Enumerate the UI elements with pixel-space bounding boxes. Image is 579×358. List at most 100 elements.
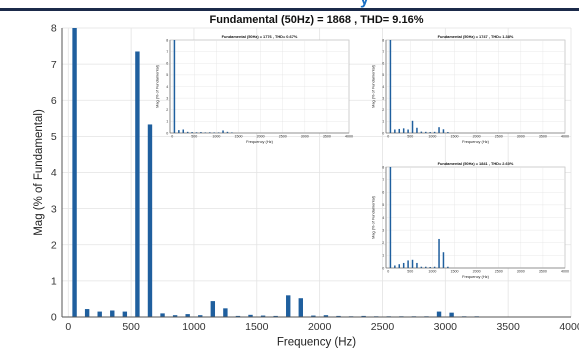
bar-1050hz xyxy=(433,131,436,133)
chart-title: Fundamental (50Hz) = 1747 , THD= 1.38% xyxy=(438,34,514,39)
x-tick-label: 0 xyxy=(387,135,389,139)
y-tick-label: 4 xyxy=(382,85,384,89)
x-tick-label: 500 xyxy=(122,321,140,333)
bar-1250hz xyxy=(226,131,229,133)
y-tick-label: 0 xyxy=(51,312,57,324)
y-tick-labels: 0 1 2 3 4 5 6 7 8 xyxy=(382,38,384,135)
x-tick-label: 1000 xyxy=(428,270,436,274)
bar-350hz xyxy=(402,262,405,268)
bar-1050hz xyxy=(217,132,220,133)
bar-550hz xyxy=(135,51,140,317)
top-banner: y xyxy=(0,0,579,11)
bar-3050hz xyxy=(449,312,454,317)
x-tick-label: 3000 xyxy=(301,135,309,139)
bar-50hz xyxy=(173,40,176,133)
y-tick-label: 6 xyxy=(166,62,168,66)
bar-1550hz xyxy=(260,315,266,317)
x-tick-label: 1500 xyxy=(451,270,459,274)
x-tick-label: 0 xyxy=(171,135,173,139)
bar-50hz xyxy=(389,167,392,268)
bar-650hz xyxy=(416,127,418,133)
y-tick-label: 5 xyxy=(51,131,57,143)
x-tick-labels: 0 500 1000 1500 2000 2500 3000 3500 4000 xyxy=(65,321,579,333)
x-tick-label: 4000 xyxy=(561,135,569,139)
bars xyxy=(173,40,233,133)
bar-250hz xyxy=(182,129,185,133)
bar-1250hz xyxy=(223,308,228,317)
x-tick-label: 2000 xyxy=(308,321,332,333)
x-tick-label: 4000 xyxy=(345,135,353,139)
bars xyxy=(389,167,449,268)
y-tick-label: 2 xyxy=(51,239,57,251)
x-tick-labels: 0 500 1000 1500 2000 2500 3000 3500 4000 xyxy=(387,135,569,139)
y-tick-label: 7 xyxy=(166,50,168,54)
bar-150hz xyxy=(178,130,180,133)
x-tick-label: 3000 xyxy=(434,321,458,333)
bar-2350hz xyxy=(361,315,366,317)
bar-2150hz xyxy=(336,315,341,317)
x-tick-label: 3500 xyxy=(496,321,520,333)
bar-250hz xyxy=(97,311,102,317)
bar-1750hz xyxy=(286,295,291,317)
y-axis-label: Mag (% of Fundamental) xyxy=(370,64,375,108)
x-tick-label: 2500 xyxy=(495,135,503,139)
x-tick-label: 2000 xyxy=(257,135,265,139)
bar-650hz xyxy=(147,124,153,317)
y-tick-label: 8 xyxy=(166,38,168,42)
bar-550hz xyxy=(195,132,198,133)
y-tick-label: 7 xyxy=(382,50,384,54)
bar-750hz xyxy=(160,313,165,317)
bar-750hz xyxy=(204,132,207,133)
bar-1150hz xyxy=(438,127,440,133)
y-axis-label: Mag (% of Fundamental) xyxy=(370,195,375,239)
y-tick-label: 0 xyxy=(382,266,384,270)
bar-150hz xyxy=(394,129,396,133)
cropped-header-text: y xyxy=(360,0,369,9)
y-tick-label: 6 xyxy=(382,62,384,66)
bar-550hz xyxy=(411,120,414,133)
bar-1050hz xyxy=(198,315,203,317)
y-tick-label: 4 xyxy=(51,167,57,179)
bar-2950hz xyxy=(436,311,442,317)
bar-1150hz xyxy=(222,130,224,133)
y-tick-labels: 0 1 2 3 4 5 6 7 8 xyxy=(51,23,57,324)
bar-1250hz xyxy=(442,129,445,133)
bars xyxy=(72,28,479,317)
bar-1450hz xyxy=(248,314,253,317)
bar-350hz xyxy=(402,128,405,133)
bar-650hz xyxy=(200,132,202,133)
bar-250hz xyxy=(398,264,401,268)
x-tick-label: 1000 xyxy=(182,321,206,333)
y-tick-label: 1 xyxy=(51,276,57,288)
x-tick-label: 2000 xyxy=(473,270,481,274)
bar-1350hz xyxy=(447,132,449,133)
y-tick-label: 8 xyxy=(382,165,384,169)
bar-1350hz xyxy=(447,266,449,268)
x-tick-label: 1000 xyxy=(428,135,436,139)
banner-rule xyxy=(0,8,579,11)
bar-850hz xyxy=(172,315,178,317)
x-tick-label: 1500 xyxy=(235,135,243,139)
grid-lines xyxy=(386,39,566,134)
y-tick-label: 5 xyxy=(382,203,384,207)
x-tick-label: 2500 xyxy=(279,135,287,139)
y-tick-label: 4 xyxy=(382,216,384,220)
bar-950hz xyxy=(429,266,431,268)
x-tick-label: 500 xyxy=(191,135,197,139)
y-tick-label: 8 xyxy=(51,23,57,35)
y-axis-label: Mag (% of Fundamental) xyxy=(33,109,45,236)
y-tick-label: 7 xyxy=(382,178,384,182)
y-tick-label: 5 xyxy=(166,73,168,77)
bar-250hz xyxy=(398,128,401,133)
bar-450hz xyxy=(407,260,409,268)
x-tick-label: 3000 xyxy=(517,270,525,274)
x-tick-label: 4000 xyxy=(559,321,579,333)
bar-1650hz xyxy=(273,315,278,317)
bar-150hz xyxy=(394,265,396,268)
x-axis-label: Frequency (Hz) xyxy=(462,139,490,144)
x-tick-labels: 0 500 1000 1500 2000 2500 3000 3500 4000 xyxy=(171,135,353,139)
bar-1850hz xyxy=(298,298,303,317)
y-tick-label: 2 xyxy=(382,108,384,112)
y-tick-label: 8 xyxy=(382,38,384,42)
